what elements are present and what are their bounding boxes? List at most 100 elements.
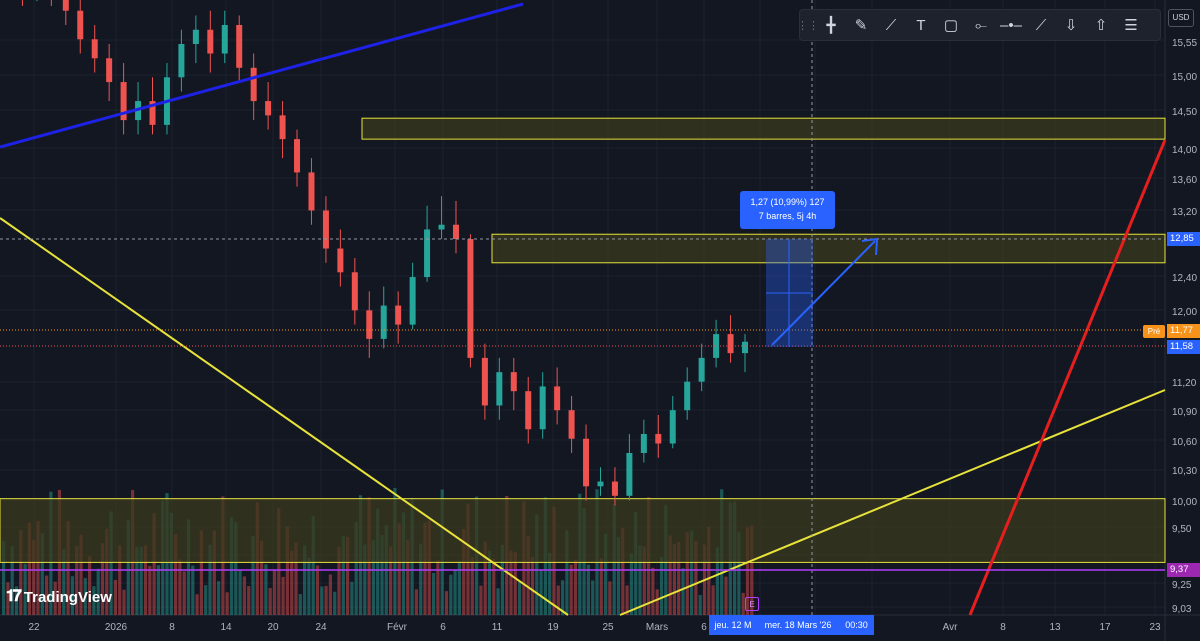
volume-bar <box>690 530 694 615</box>
candle <box>742 334 748 373</box>
volume-bar <box>354 522 358 615</box>
volume-bar <box>642 546 646 615</box>
candle-body <box>452 224 459 239</box>
horizontal-line-icon[interactable]: –•– <box>1000 16 1022 34</box>
candle <box>568 395 575 454</box>
candle-body <box>597 481 604 487</box>
price-tick-label: 10,90 <box>1172 407 1197 418</box>
volume-bar <box>561 580 565 615</box>
volume-bar <box>462 529 466 615</box>
drag-handle-icon[interactable]: ⋮⋮ <box>797 19 819 32</box>
volume-bar <box>483 541 487 615</box>
volume-bar <box>6 582 10 615</box>
candle <box>120 63 127 135</box>
candle-body <box>424 229 431 278</box>
candle-body <box>149 101 156 125</box>
candle-body <box>120 82 127 121</box>
candle <box>207 10 214 73</box>
candlesticks <box>21 0 748 506</box>
text-icon[interactable]: T <box>916 16 926 34</box>
candle-body <box>192 29 199 45</box>
volume-bar <box>711 585 715 615</box>
time-tick-label: 20 <box>267 622 279 633</box>
candle <box>496 357 503 420</box>
candle-body <box>626 453 633 496</box>
candle <box>554 367 561 425</box>
volume-bar <box>62 548 66 615</box>
crosshair-icon[interactable]: ╋ <box>826 17 836 34</box>
price-tick-label: 9,50 <box>1172 524 1192 535</box>
volume-bar <box>341 535 345 615</box>
volume-bar <box>191 565 195 615</box>
candle <box>713 319 720 368</box>
candle <box>669 395 676 449</box>
volume-bar <box>745 527 750 615</box>
candle-body <box>178 44 185 78</box>
candle <box>106 44 113 102</box>
arrow-up-icon[interactable]: ⇧ <box>1094 17 1108 34</box>
candle <box>36 0 38 2</box>
candle <box>467 234 474 368</box>
candle-body <box>438 224 445 230</box>
tradingview-logo[interactable]: 𝟏𝟕 TradingView <box>6 588 112 606</box>
volume-bar <box>380 535 384 615</box>
time-tick-label: 2026 <box>105 622 128 633</box>
volume-bar <box>27 522 31 615</box>
volume-bar <box>152 513 156 615</box>
currency-label[interactable]: USD <box>1168 9 1194 27</box>
earnings-event-badge[interactable]: E <box>745 597 759 611</box>
volume-bar <box>229 517 234 615</box>
volume-bar <box>225 592 229 615</box>
volume-bar <box>70 576 74 615</box>
volume-bar <box>303 545 307 615</box>
time-tick-label: 11 <box>492 622 503 633</box>
candle <box>438 196 445 239</box>
volume-bar <box>668 535 672 615</box>
time-axis[interactable]: 22 2026 8 14 20 24 Févr 6 11 19 25 Mars 6 Avr 8 13 17 23 <box>28 622 1161 633</box>
brush-icon[interactable]: ✎ <box>854 17 868 34</box>
volume-bar <box>19 530 23 615</box>
volume-bar <box>492 558 496 615</box>
candle-body <box>510 372 517 392</box>
volume-bar <box>707 526 711 615</box>
candle-body <box>568 410 575 439</box>
candle-body <box>351 272 358 311</box>
volume-bar <box>23 563 27 615</box>
candle <box>655 414 662 458</box>
candle <box>91 24 98 73</box>
volume-bar <box>113 580 117 615</box>
candle <box>192 15 199 64</box>
volume-bar <box>337 546 341 615</box>
candle <box>539 372 546 439</box>
candle <box>380 286 387 349</box>
price-tick-label: 15,00 <box>1172 72 1197 83</box>
volume-bar <box>389 546 393 615</box>
candle <box>279 101 286 159</box>
price-tick-label: 14,00 <box>1172 145 1197 156</box>
time-tick-label: 24 <box>315 622 327 633</box>
trend-line-icon[interactable]: ⟋ <box>1035 16 1047 34</box>
rectangle-icon[interactable]: ▢ <box>943 17 959 34</box>
volume-bar <box>724 576 728 615</box>
path-icon[interactable]: ⟋ <box>885 16 897 34</box>
candle-body <box>481 357 488 406</box>
candle <box>481 343 488 420</box>
horizontal-ray-icon[interactable]: ⟜ <box>974 16 987 34</box>
volume-bar <box>586 564 590 615</box>
arrow-down-icon[interactable]: ⇩ <box>1064 17 1078 34</box>
price-tick-label: 10,30 <box>1172 466 1197 477</box>
price-tick-label: 9,03 <box>1172 604 1192 615</box>
candle-body <box>684 381 691 411</box>
volume-bar <box>509 550 513 615</box>
measure-line2: 7 barres, 5j 4h <box>758 211 817 221</box>
candle <box>452 200 459 254</box>
volume-bar <box>333 591 337 615</box>
settings-lines-icon[interactable]: ☰ <box>1124 17 1138 34</box>
candle-body <box>294 139 301 173</box>
tradingview-logo-icon: 𝟏𝟕 <box>6 588 22 605</box>
volume-bar <box>651 567 655 615</box>
volume-bar <box>608 581 612 615</box>
volume-bar <box>105 528 109 615</box>
time-tick-label: Mars <box>646 622 668 633</box>
